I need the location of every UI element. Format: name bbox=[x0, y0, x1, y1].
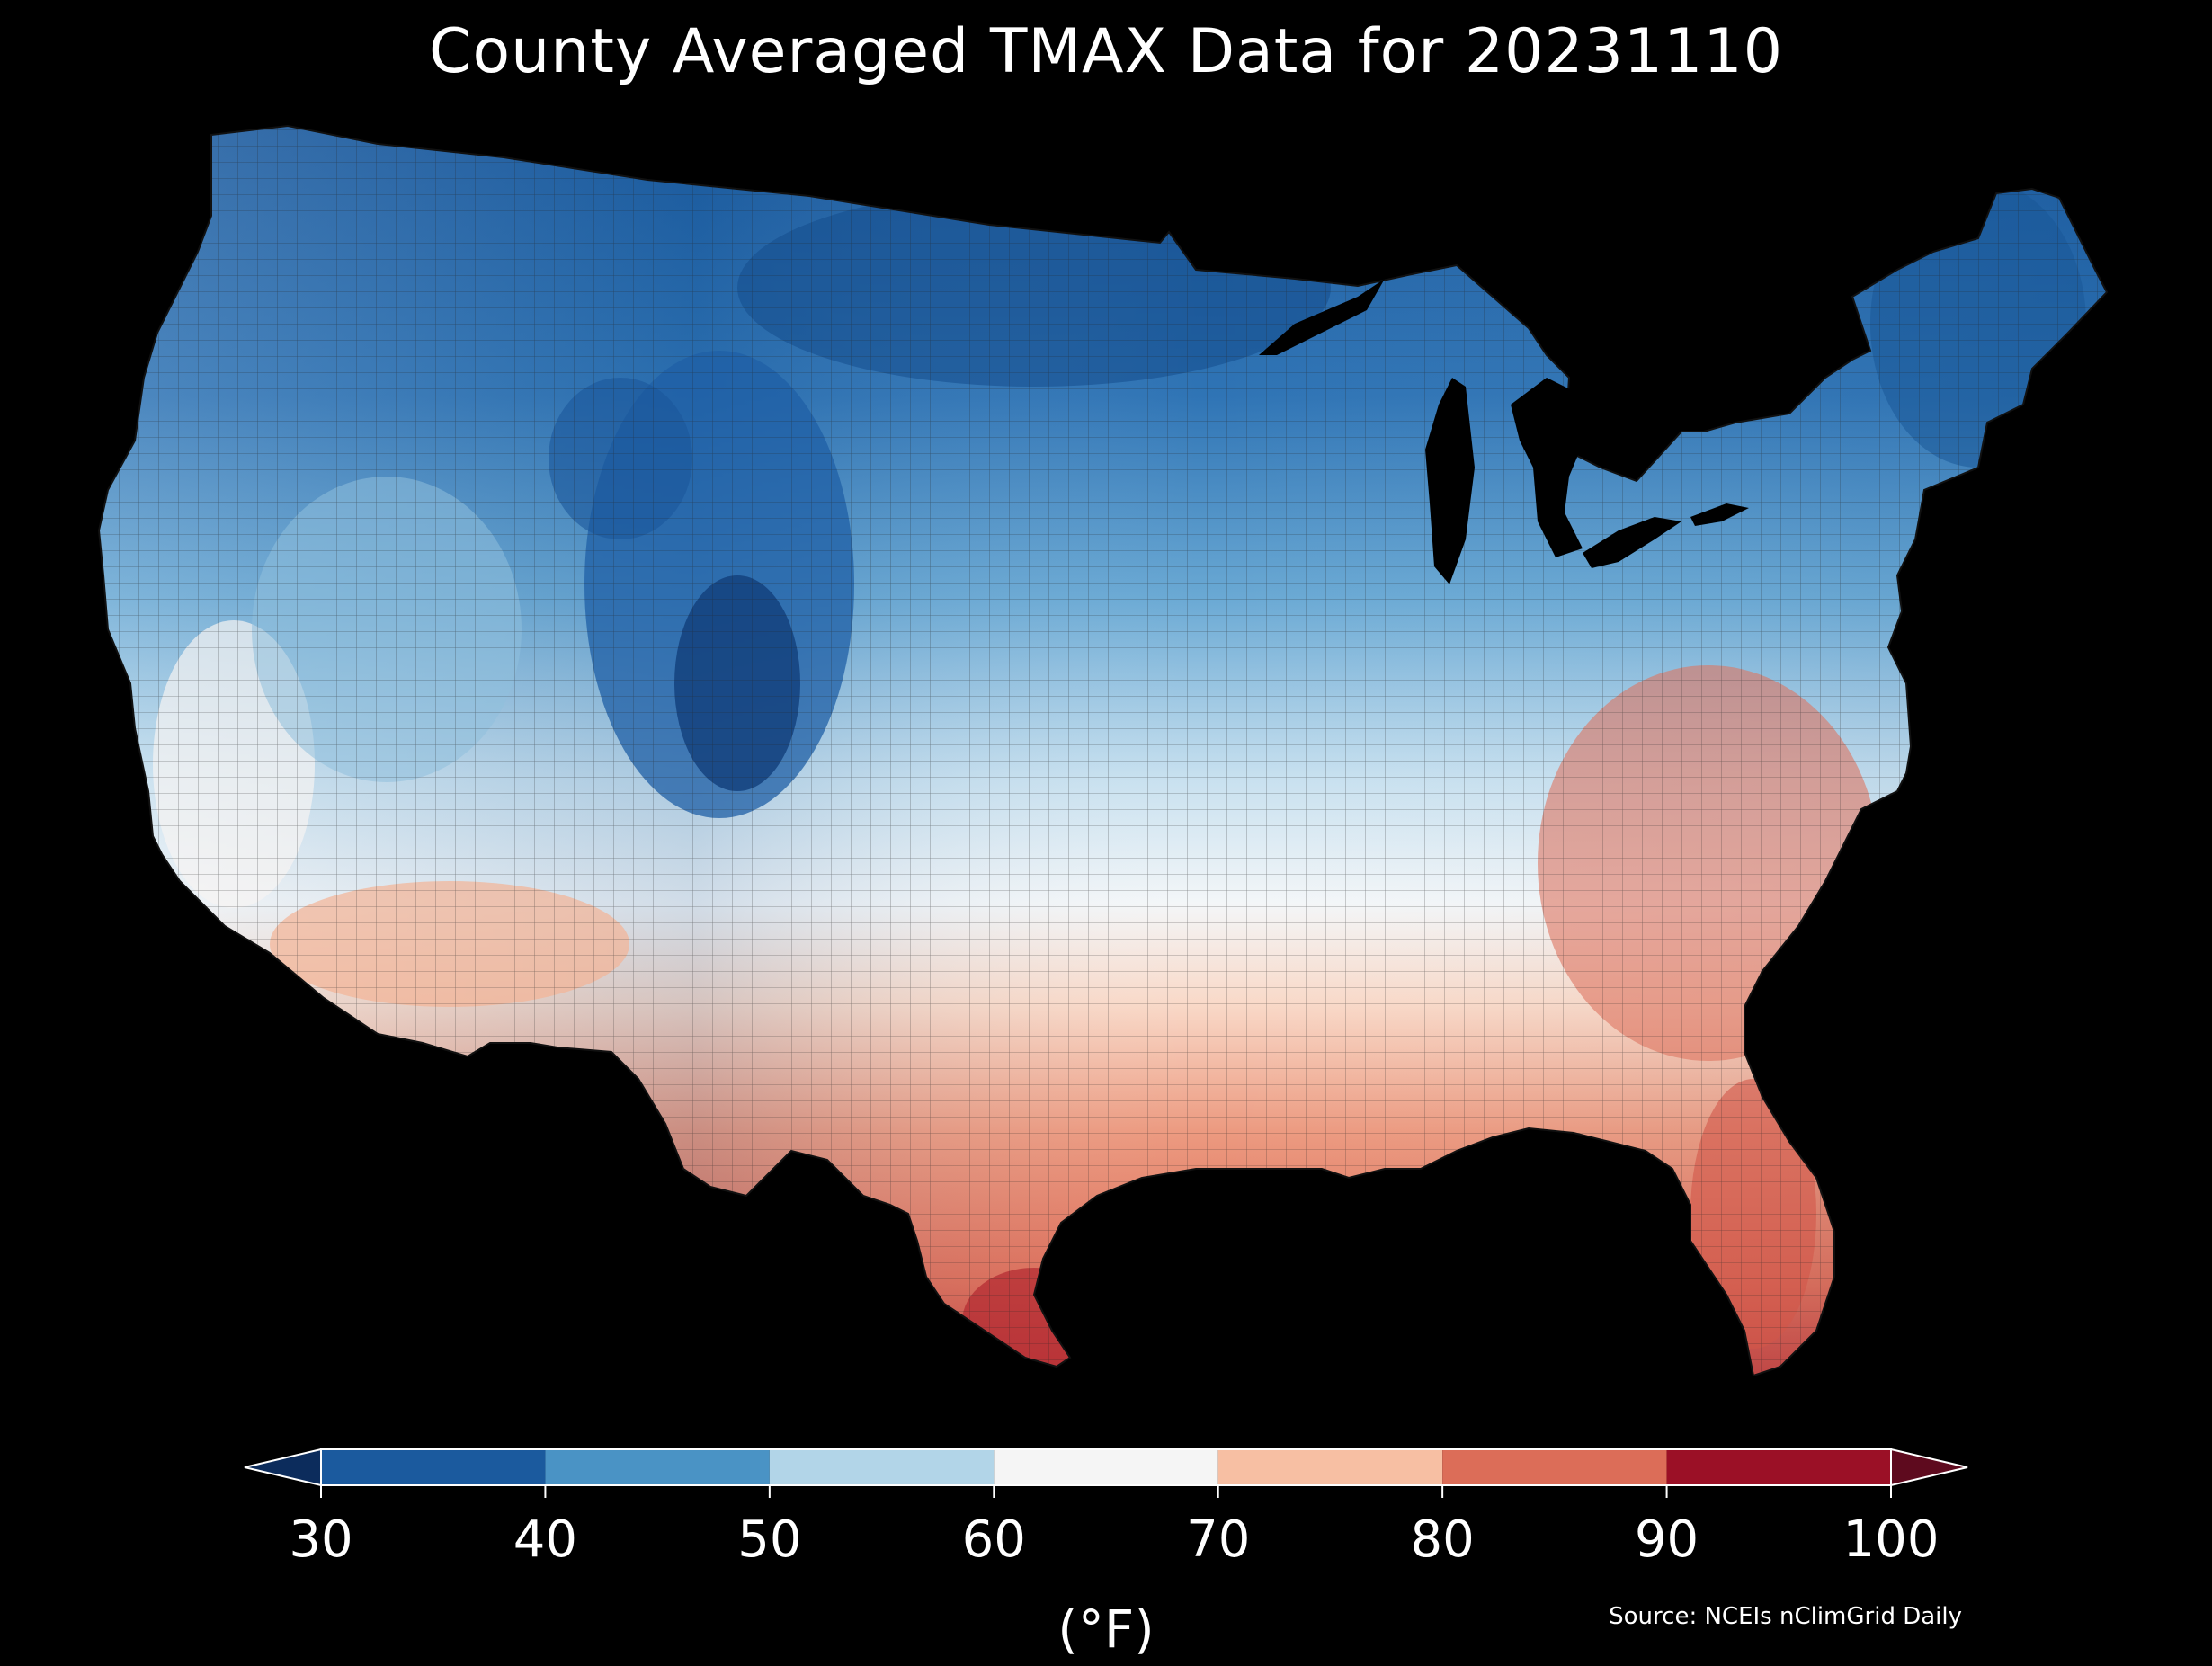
colorbar-bin-80-90 bbox=[1442, 1449, 1667, 1485]
colorbar-tick-label: 100 bbox=[1842, 1510, 1940, 1569]
colorbar-bin-40-50 bbox=[545, 1449, 770, 1485]
colorbar-tick-label: 30 bbox=[289, 1510, 353, 1569]
map-title: County Averaged TMAX Data for 20231110 bbox=[429, 16, 1783, 87]
colorbar-unit-label: (°F) bbox=[1057, 1599, 1155, 1660]
colorbar-bin-70-80 bbox=[1217, 1449, 1443, 1485]
colorbar-bin-50-60 bbox=[769, 1449, 995, 1485]
colorbar-under-arrow bbox=[244, 1448, 322, 1487]
colorbar-tick-label: 80 bbox=[1410, 1510, 1475, 1569]
colorbar-bins bbox=[320, 1448, 1892, 1486]
colorbar-bin-30-40 bbox=[321, 1449, 546, 1485]
colorbar-tick-label: 50 bbox=[737, 1510, 802, 1569]
colorbar-tick-label: 60 bbox=[961, 1510, 1026, 1569]
colorbar-tick-label: 70 bbox=[1186, 1510, 1251, 1569]
colorbar bbox=[244, 1448, 1968, 1498]
source-note: Source: NCEIs nClimGrid Daily bbox=[1609, 1603, 1962, 1630]
colorbar-ticks bbox=[320, 1485, 1892, 1498]
colorbar-over-arrow bbox=[1890, 1448, 1968, 1487]
colorbar-bin-60-70 bbox=[994, 1449, 1218, 1485]
colorbar-tick-label: 40 bbox=[513, 1510, 578, 1569]
colorbar-bin-90-100 bbox=[1666, 1449, 1891, 1485]
great-lakes bbox=[1259, 279, 1749, 584]
colorbar-tick-label: 90 bbox=[1634, 1510, 1699, 1569]
